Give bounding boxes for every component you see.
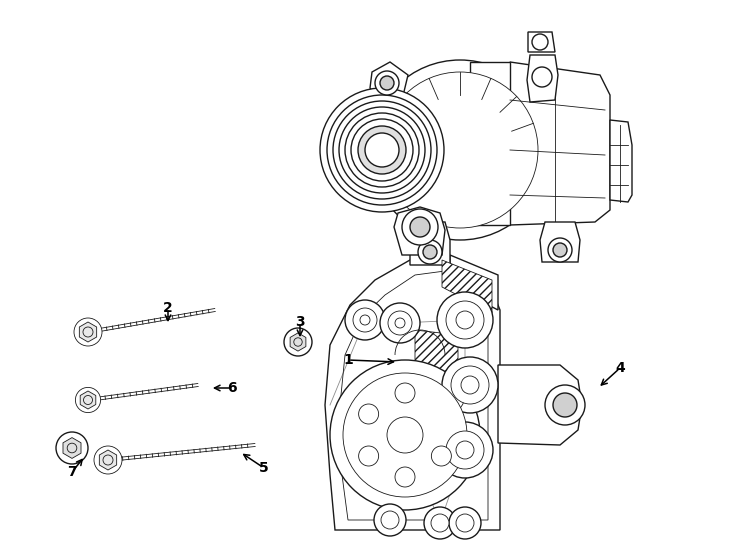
Circle shape (446, 431, 484, 469)
Circle shape (395, 383, 415, 403)
Circle shape (395, 318, 405, 328)
Circle shape (553, 393, 577, 417)
Circle shape (358, 126, 406, 174)
Circle shape (387, 417, 423, 453)
Circle shape (553, 243, 567, 257)
Polygon shape (79, 322, 97, 342)
Circle shape (330, 360, 480, 510)
Text: 5: 5 (259, 461, 269, 475)
Text: 6: 6 (228, 381, 237, 395)
Circle shape (343, 373, 467, 497)
Polygon shape (540, 222, 580, 262)
Text: 7: 7 (68, 465, 77, 479)
Circle shape (380, 76, 394, 90)
Circle shape (461, 376, 479, 394)
Polygon shape (415, 330, 458, 440)
Polygon shape (470, 62, 510, 225)
Polygon shape (528, 32, 555, 52)
Circle shape (456, 514, 474, 532)
Circle shape (456, 441, 474, 459)
Circle shape (545, 385, 585, 425)
Circle shape (339, 107, 425, 193)
Circle shape (410, 217, 430, 237)
Polygon shape (63, 437, 81, 458)
Circle shape (380, 303, 420, 343)
Circle shape (449, 507, 481, 539)
Circle shape (423, 245, 437, 259)
Polygon shape (340, 271, 488, 520)
Text: 2: 2 (163, 301, 173, 315)
Circle shape (374, 504, 406, 536)
Circle shape (456, 311, 474, 329)
Circle shape (327, 95, 437, 205)
Polygon shape (325, 255, 500, 530)
Text: 4: 4 (615, 361, 625, 375)
Circle shape (395, 467, 415, 487)
Polygon shape (610, 120, 632, 202)
Circle shape (345, 300, 385, 340)
Circle shape (532, 34, 548, 50)
Circle shape (418, 240, 442, 264)
Text: 3: 3 (295, 315, 305, 329)
Circle shape (365, 133, 399, 167)
Circle shape (76, 387, 101, 413)
Circle shape (353, 308, 377, 332)
Circle shape (381, 511, 399, 529)
Circle shape (345, 113, 419, 187)
Circle shape (437, 422, 493, 478)
Circle shape (351, 119, 413, 181)
Circle shape (284, 328, 312, 356)
Text: 1: 1 (343, 353, 353, 367)
Circle shape (424, 507, 456, 539)
Circle shape (432, 446, 451, 466)
Circle shape (437, 292, 493, 348)
Circle shape (388, 311, 412, 335)
Polygon shape (370, 62, 408, 100)
Polygon shape (498, 365, 582, 445)
Circle shape (451, 366, 489, 404)
Circle shape (333, 101, 431, 199)
Circle shape (370, 60, 550, 240)
Circle shape (359, 446, 379, 466)
Circle shape (382, 72, 538, 228)
Circle shape (56, 432, 88, 464)
Polygon shape (410, 222, 450, 265)
Circle shape (446, 301, 484, 339)
Circle shape (431, 514, 449, 532)
Polygon shape (527, 55, 558, 102)
Circle shape (74, 318, 102, 346)
Circle shape (402, 209, 438, 245)
Circle shape (375, 71, 399, 95)
Polygon shape (99, 450, 117, 470)
Circle shape (320, 88, 444, 212)
Circle shape (359, 404, 379, 424)
Circle shape (548, 238, 572, 262)
Polygon shape (450, 255, 498, 310)
Circle shape (532, 67, 552, 87)
Circle shape (442, 357, 498, 413)
Circle shape (360, 315, 370, 325)
Circle shape (94, 446, 122, 474)
Polygon shape (290, 333, 306, 351)
Polygon shape (80, 391, 96, 409)
Polygon shape (510, 62, 610, 225)
Polygon shape (442, 260, 492, 313)
Polygon shape (394, 207, 445, 255)
